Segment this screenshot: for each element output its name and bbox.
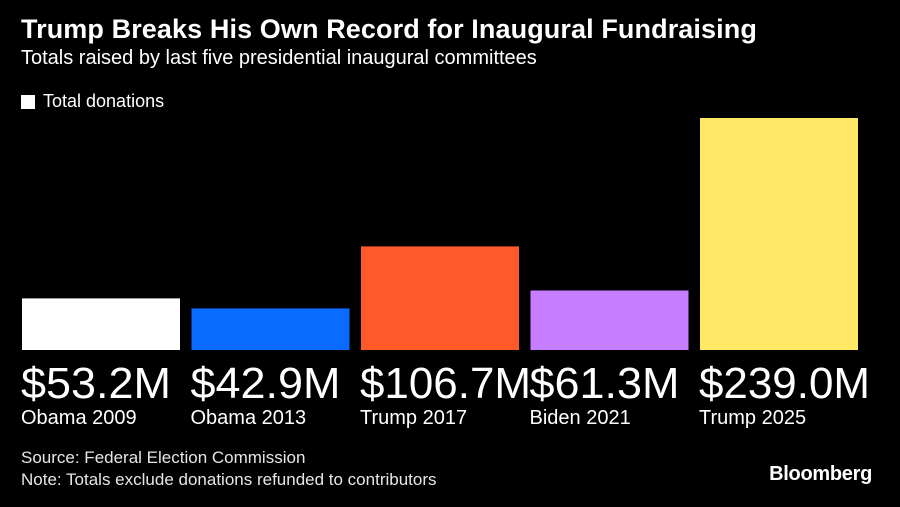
bar-obama-2009 [22,298,180,350]
source-note: Source: Federal Election Commission [21,448,306,467]
value-label: $42.9M [191,359,341,408]
value-label: $106.7M [360,359,531,408]
bar-trump-2017 [361,246,519,350]
legend-swatch [21,94,35,109]
bar-biden-2021 [530,290,689,350]
category-label: Trump 2017 [360,407,467,429]
legend-label: Total donations [43,91,165,111]
value-label: $53.2M [21,359,171,408]
category-label: Obama 2013 [191,407,307,429]
chart-subtitle: Totals raised by last five presidential … [21,47,537,69]
bar-trump-2025 [700,118,858,350]
footnote: Note: Totals exclude donations refunded … [21,470,437,489]
legend: Total donations [21,91,164,112]
bar-obama-2013 [191,308,350,350]
value-label: $61.3M [530,359,680,408]
category-label: Trump 2025 [699,407,806,429]
category-label: Obama 2009 [21,407,137,429]
value-label: $239.0M [699,359,870,408]
bloomberg-logo: Bloomberg [769,463,872,485]
chart-title: Trump Breaks His Own Record for Inaugura… [21,14,757,44]
category-label: Biden 2021 [530,407,631,429]
